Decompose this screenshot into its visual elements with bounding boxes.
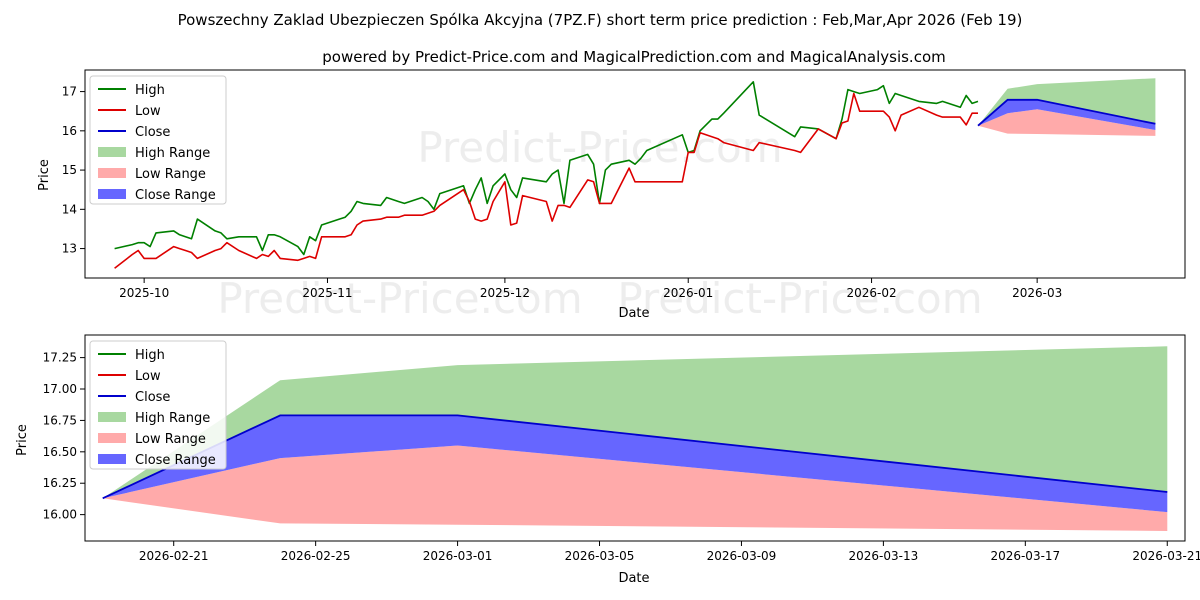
history-y-axis-label: Price [37,159,52,191]
y-tick-label: 17.25 [43,351,77,365]
low-range-band [102,445,1168,531]
legend-label: Low [135,104,161,119]
y-tick-label: 13 [62,242,77,256]
high-price-line [114,81,979,256]
x-tick-label: 2026-03-21 [1132,549,1200,563]
x-tick-label: 2025-12 [480,286,530,300]
x-tick-label: 2026-03-17 [990,549,1060,563]
legend-label: Close Range [135,188,216,203]
legend-swatch [98,147,126,157]
close-range-band [978,99,1156,130]
chart-title: Powszechny Zaklad Ubezpieczen Spólka Akc… [178,11,1023,29]
y-tick-label: 17.00 [43,382,77,396]
y-tick-label: 14 [62,202,77,216]
legend-label: Close [135,125,170,140]
legend-swatch [98,168,126,178]
legend-label: High [135,83,165,98]
y-tick-label: 17 [62,85,77,99]
forecast-plot-frame [84,334,1186,542]
forecast-y-axis-label: Price [15,424,30,456]
y-tick-label: 15 [62,163,77,177]
legend-label: High Range [135,146,210,161]
x-tick-label: 2026-03-09 [707,549,777,563]
history-legend: High Low Close High Range Low Range Close Ran… [89,75,227,205]
x-tick-label: 2025-11 [302,286,352,300]
forecast-x-axis-label: Date [618,571,649,586]
watermark: Predict-Price.com [617,274,982,323]
legend-label: Close Range [135,453,216,468]
history-x-axis-label: Date [618,306,649,321]
x-tick-label: 2026-03-13 [849,549,919,563]
y-tick-label: 16.50 [43,445,77,459]
high-range-band [102,346,1168,499]
high-range-band [978,78,1156,126]
history-panel: Predict-Price.com Predict-Price.com Pred… [37,69,1186,323]
forecast-panel: Predict-Price.com Predict-Price.com 2026… [15,334,1200,586]
watermark: Predict-Price.com [417,123,782,172]
legend-swatch [98,454,126,464]
legend-label: Low Range [135,432,206,447]
x-tick-label: 2026-03-05 [565,549,635,563]
x-tick-label: 2025-10 [119,286,169,300]
x-tick-label: 2026-03-01 [423,549,493,563]
watermark: Predict-Price.com [217,274,582,323]
y-tick-label: 16 [62,124,77,138]
x-tick-label: 2026-01 [663,286,713,300]
legend-swatch [98,189,126,199]
history-plot-frame [84,69,1186,279]
legend-label: Close [135,390,170,405]
low-range-band [978,109,1156,136]
x-tick-label: 2026-02 [846,286,896,300]
legend-label: High [135,348,165,363]
close-prediction-line [977,98,1156,127]
legend-swatch [98,412,126,422]
close-range-band [102,415,1168,513]
x-tick-label: 2026-02-21 [139,549,209,563]
low-price-line [114,92,978,269]
legend-label: Low Range [135,167,206,182]
x-tick-label: 2026-02-25 [281,549,351,563]
y-tick-label: 16.25 [43,476,77,490]
legend-label: Low [135,369,161,384]
forecast-legend: High Low Close High Range Low Range Close Ran… [89,340,227,470]
y-tick-label: 16.00 [43,508,77,522]
legend-label: High Range [135,411,210,426]
y-tick-label: 16.75 [43,413,77,427]
legend-swatch [98,433,126,443]
x-tick-label: 2026-03 [1012,286,1062,300]
chart-subtitle: powered by Predict-Price.com and Magical… [322,48,946,66]
